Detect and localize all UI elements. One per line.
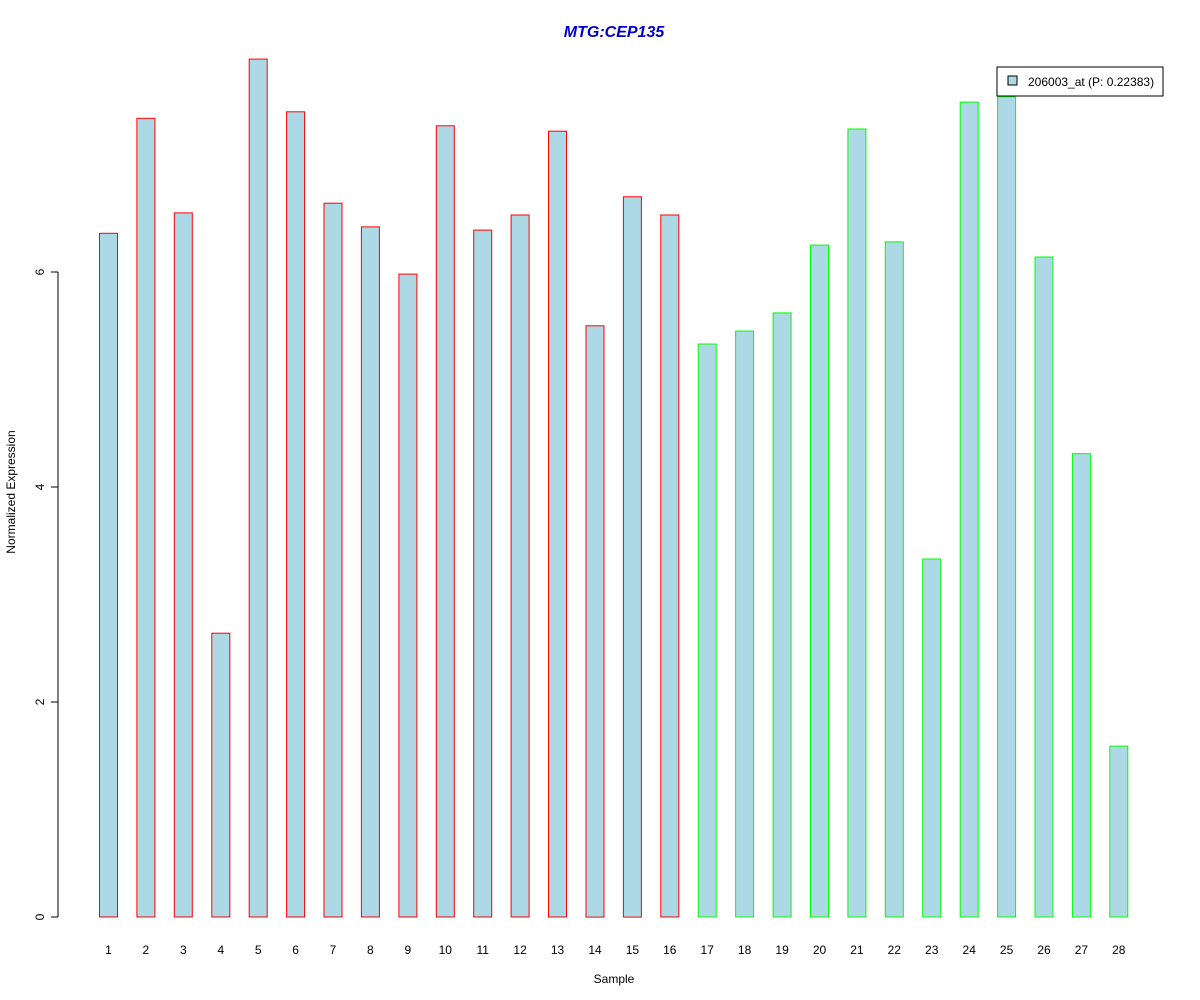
y-tick-label: 0 [33, 913, 47, 920]
x-tick-label: 21 [850, 943, 864, 957]
bar-sample-10 [435, 125, 455, 918]
x-tick-label: 20 [813, 943, 827, 957]
x-tick-label: 24 [963, 943, 977, 957]
x-tick-label: 15 [626, 943, 640, 957]
bar-sample-2 [136, 117, 156, 918]
legend-label: 206003_at (P: 0.22383) [1028, 75, 1154, 89]
bar-sample-25 [997, 96, 1017, 918]
bar-sample-20 [810, 244, 829, 918]
y-axis-label: Normalized Expression [4, 430, 18, 553]
x-tick-label: 14 [588, 943, 602, 957]
x-tick-label: 9 [405, 943, 412, 957]
x-tick-label: 13 [551, 943, 565, 957]
x-axis-tick-labels: 1 2 3 4 5 6 7 8 9 10 11 12 13 14 15 16 17 18 19 20 21 22 23 24 2… [105, 943, 1126, 957]
x-tick-label: 5 [255, 943, 262, 957]
x-tick-label: 7 [330, 943, 337, 957]
bar-sample-16 [660, 214, 680, 918]
x-tick-label: 18 [738, 943, 752, 957]
legend-swatch [1007, 75, 1018, 86]
bar-sample-18 [735, 330, 755, 918]
bar-sample-6 [286, 111, 306, 918]
x-tick-label: 11 [476, 943, 489, 957]
y-tick-label: 6 [33, 268, 47, 275]
bar-sample-13 [548, 130, 567, 918]
x-tick-label: 28 [1112, 943, 1126, 957]
x-tick-label: 17 [701, 943, 715, 957]
bar-sample-15 [622, 196, 642, 918]
bar-sample-9 [398, 273, 418, 918]
bar-sample-26 [1034, 256, 1054, 918]
y-axis: 0 2 4 6 [33, 268, 59, 920]
bar-sample-7 [323, 202, 343, 918]
x-axis-label: Sample [594, 972, 635, 986]
bar-sample-19 [772, 312, 792, 918]
y-tick-label: 4 [33, 483, 47, 490]
bar-sample-17 [697, 343, 717, 918]
bar-sample-1 [99, 232, 118, 918]
bar-sample-28 [1109, 745, 1129, 918]
x-tick-label: 23 [925, 943, 939, 957]
x-tick-label: 16 [663, 943, 677, 957]
x-tick-label: 8 [367, 943, 374, 957]
x-tick-label: 22 [888, 943, 902, 957]
bar-sample-12 [510, 214, 530, 918]
bar-sample-21 [847, 128, 867, 918]
bar-sample-24 [959, 101, 979, 918]
bar-sample-27 [1071, 453, 1091, 918]
bar-sample-22 [884, 241, 904, 918]
y-tick-label: 2 [33, 698, 47, 705]
legend-box [996, 66, 1164, 97]
x-tick-label: 27 [1075, 943, 1089, 957]
x-tick-label: 19 [775, 943, 789, 957]
bars [99, 58, 1129, 918]
bar-sample-3 [173, 212, 193, 918]
x-tick-label: 26 [1037, 943, 1051, 957]
bar-sample-5 [248, 58, 268, 918]
bar-sample-4 [211, 632, 231, 918]
x-tick-label: 25 [1000, 943, 1014, 957]
bar-sample-14 [585, 325, 605, 918]
x-tick-label: 4 [217, 943, 224, 957]
x-tick-label: 2 [143, 943, 150, 957]
x-tick-label: 1 [105, 943, 112, 957]
bar-sample-11 [473, 229, 493, 918]
x-tick-label: 10 [439, 943, 453, 957]
bar-sample-8 [360, 226, 380, 918]
bar-sample-23 [922, 558, 942, 918]
x-tick-label: 6 [292, 943, 299, 957]
legend: 206003_at (P: 0.22383) [996, 66, 1164, 97]
x-tick-label: 12 [513, 943, 527, 957]
x-tick-label: 3 [180, 943, 187, 957]
chart-title: MTG:CEP135 [564, 24, 666, 41]
